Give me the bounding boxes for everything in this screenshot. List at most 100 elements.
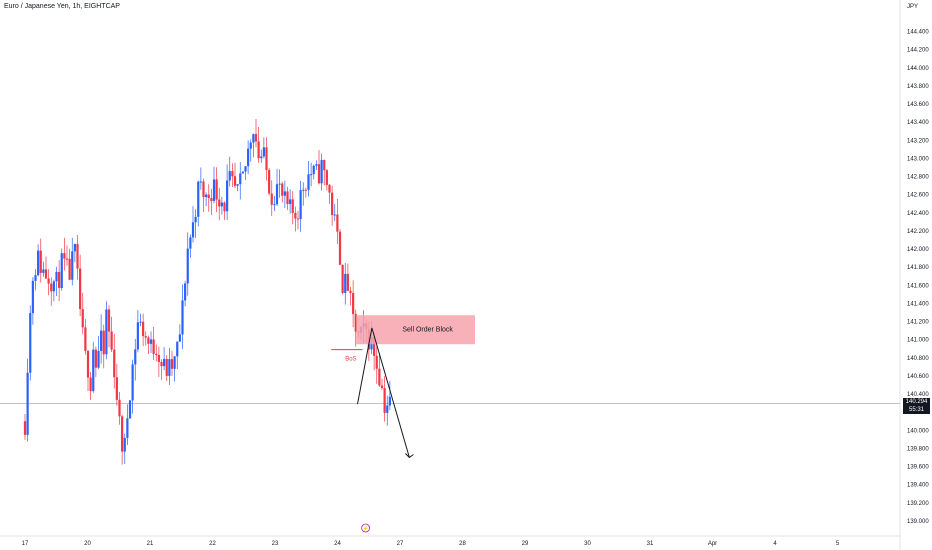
candle-body [60, 253, 63, 288]
candle-body [275, 184, 279, 205]
candle-body [184, 283, 187, 301]
candle-body [307, 174, 310, 190]
candle-body [320, 159, 323, 184]
candle-body [55, 271, 58, 282]
candle-body [73, 243, 76, 252]
candle-body [333, 214, 336, 216]
candle-body [163, 358, 166, 367]
current-price-value: 140.294 [905, 399, 928, 405]
candle-body [186, 248, 189, 284]
candle-body [375, 355, 378, 369]
candle-body [249, 142, 252, 149]
candle-body [44, 269, 48, 279]
candle-body [212, 179, 216, 201]
candle-body [165, 358, 168, 376]
candle-body [113, 349, 116, 378]
candle-body [118, 399, 121, 417]
candle-body [244, 166, 247, 172]
event-marker-icon[interactable] [361, 523, 371, 533]
candle-body [139, 321, 142, 323]
currency-label: JPY [907, 4, 919, 10]
candle-body [157, 354, 160, 362]
price-tick-label: 142.600 [907, 193, 929, 199]
candle-body [71, 251, 74, 280]
price-tick-label: 140.600 [907, 374, 929, 380]
price-tick-label: 143.600 [907, 102, 929, 108]
candle-body [344, 273, 347, 293]
candle-body [134, 349, 137, 365]
candle-body [336, 214, 339, 232]
candle-body [94, 349, 97, 368]
candle-body [131, 364, 134, 401]
time-tick-label: 30 [584, 541, 591, 547]
candle-body [341, 264, 344, 293]
candle-body [283, 191, 286, 196]
candle-body [231, 171, 234, 177]
candle-body [228, 171, 231, 181]
time-tick-label: 24 [334, 541, 341, 547]
candle-body [218, 199, 221, 207]
candle-body [63, 253, 66, 259]
candle-body [121, 416, 124, 452]
candle-body [194, 216, 197, 223]
price-tick-label: 139.200 [907, 501, 929, 507]
price-tick-label: 139.400 [907, 483, 929, 489]
sell-order-block-zone[interactable] [356, 315, 475, 345]
candle-body [149, 339, 153, 344]
price-tick-label: 142.000 [907, 247, 929, 253]
price-tick-label: 140.400 [907, 392, 929, 398]
candle-body [346, 273, 349, 291]
candle-body [252, 134, 255, 143]
candle-body [29, 313, 32, 373]
candle-body [102, 330, 105, 355]
candle-body [312, 165, 315, 175]
price-tick-label: 142.400 [907, 211, 929, 217]
time-tick-label: 4 [773, 541, 777, 547]
candle-body [126, 418, 129, 438]
candle-body [105, 309, 108, 355]
candle-body [84, 327, 87, 351]
time-tick-label: 20 [84, 541, 91, 547]
candle-body [50, 283, 53, 292]
candle-body [37, 250, 40, 276]
candle-body [296, 218, 300, 220]
candle-body [123, 437, 126, 452]
candle-body [68, 258, 71, 280]
candle-body [34, 275, 37, 281]
candle-body [176, 341, 179, 357]
candle-body [31, 280, 34, 314]
projection-path[interactable] [357, 327, 410, 458]
candle-body [97, 351, 100, 368]
candle-body [289, 199, 292, 204]
candle-body [79, 268, 82, 310]
candle-body [81, 309, 84, 328]
bar-countdown: 55:31 [908, 407, 924, 413]
price-tick-label: 144.200 [907, 48, 929, 54]
price-tick-label: 143.800 [907, 84, 929, 90]
time-tick-label: 31 [647, 541, 654, 547]
price-tick-label: 142.800 [907, 175, 929, 181]
candle-body [107, 309, 111, 332]
candle-body [317, 164, 321, 184]
candle-body [170, 359, 174, 369]
time-tick-label: 22 [209, 541, 216, 547]
candle-body [315, 164, 318, 166]
candle-body [147, 337, 150, 344]
candle-body [247, 148, 250, 167]
candle-body [278, 183, 281, 185]
candle-body [254, 134, 258, 142]
candle-body [349, 290, 352, 294]
candle-body [115, 377, 118, 400]
time-tick-label: 23 [272, 541, 279, 547]
candle-body [181, 300, 184, 335]
candle-body [207, 194, 210, 199]
price-tick-label: 140.800 [907, 356, 929, 362]
candle-body [52, 281, 55, 292]
price-tick-label: 141.000 [907, 338, 929, 344]
time-tick-label: 17 [22, 541, 29, 547]
candle-body [304, 189, 307, 191]
candle-body [144, 336, 147, 338]
candle-body [294, 212, 297, 219]
